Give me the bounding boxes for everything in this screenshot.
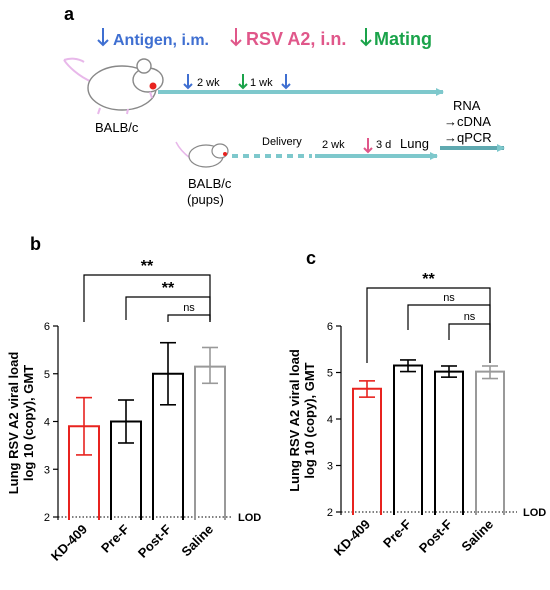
legend-antigen: Antigen, i.m. xyxy=(97,28,209,49)
legend-rsv-label: RSV A2, i.n. xyxy=(246,29,346,49)
x-tick-label: KD-409 xyxy=(48,522,90,564)
legend-mating: Mating xyxy=(360,28,432,49)
pups-strain-label: BALB/c xyxy=(188,176,232,191)
significance-label: ** xyxy=(422,271,435,288)
x-tick-label: Pre-F xyxy=(380,516,414,550)
significance-bracket xyxy=(448,323,491,340)
lod-label: LOD xyxy=(523,507,546,519)
mating-arrow-icon xyxy=(360,28,372,47)
x-tick-label: KD-409 xyxy=(331,517,373,559)
chart-panel-c: 2 3 4 5 6 Lung RSV A2 viral load log 10 (copy)… xyxy=(287,271,546,559)
y-tick-label: 4 xyxy=(44,417,50,429)
rsv-challenge-arrow-icon xyxy=(363,138,373,154)
significance-label: ** xyxy=(141,258,154,275)
y-tick-label: 3 xyxy=(327,461,333,473)
y-tick-label: 2 xyxy=(44,512,50,524)
x-tick-label: Pre-F xyxy=(98,521,132,555)
lod-label: LOD xyxy=(238,512,261,524)
y-tick-label: 6 xyxy=(44,321,50,333)
antigen-dose2-arrow-icon xyxy=(281,74,291,90)
legend-antigen-label: Antigen, i.m. xyxy=(113,32,209,49)
bar-kd-409 xyxy=(352,387,382,515)
x-tick-label: Post-F xyxy=(416,516,455,555)
pups-2wk-label: 2 wk xyxy=(322,139,345,151)
legend-rsv: RSV A2, i.n. xyxy=(230,28,346,49)
y-tick-label: 4 xyxy=(327,414,333,426)
y-tick-label: 6 xyxy=(327,321,333,333)
x-tick-label: Saline xyxy=(178,522,216,560)
antigen-arrow-icon xyxy=(97,28,109,47)
schematic: Antigen, i.m. RSV A2, i.n. Mating BALB/c… xyxy=(63,28,505,207)
bar-saline xyxy=(475,370,505,515)
significance-label: ** xyxy=(162,280,175,297)
significance-bracket xyxy=(125,296,211,320)
y-axis-label: Lung RSV A2 viral load xyxy=(287,349,302,492)
delivery-label: Delivery xyxy=(262,136,302,148)
readout-qpcr: →qPCR xyxy=(444,130,492,145)
interval-1wk-label: 1 wk xyxy=(250,77,273,89)
pups-3d-label: 3 d xyxy=(376,139,391,151)
bar-saline xyxy=(194,365,226,520)
significance-bracket xyxy=(407,304,491,330)
x-tick-label: Saline xyxy=(458,517,496,555)
significance-label: ns xyxy=(443,292,455,304)
panel-label-c: c xyxy=(306,248,316,268)
lung-label: Lung xyxy=(400,136,429,151)
bar-pre-f xyxy=(393,364,423,515)
antigen-dose1-arrow-icon xyxy=(183,74,193,90)
y-tick-label: 3 xyxy=(44,464,50,476)
significance-bracket xyxy=(167,314,211,322)
adult-mouse-icon xyxy=(63,57,164,115)
y-axis-label-units: log 10 (copy), GMT xyxy=(302,362,317,478)
adult-strain-label: BALB/c xyxy=(95,120,139,135)
y-tick-label: 2 xyxy=(327,507,333,519)
legend-mating-label: Mating xyxy=(374,29,432,49)
interval-2wk-label: 2 wk xyxy=(197,77,220,89)
significance-bracket xyxy=(366,287,491,363)
y-axis-label: Lung RSV A2 viral load xyxy=(6,352,21,495)
chart-panel-b: 2 3 4 5 6 Lung RSV A2 viral load log 10 (copy)… xyxy=(6,258,261,564)
readout-rna: RNA xyxy=(453,98,481,113)
y-tick-label: 5 xyxy=(327,368,333,380)
y-axis-label-units: log 10 (copy), GMT xyxy=(21,365,36,481)
y-tick-label: 5 xyxy=(44,369,50,381)
pups-note-label: (pups) xyxy=(187,192,224,207)
pup-mouse-icon xyxy=(175,141,229,168)
bar-post-f xyxy=(434,370,464,515)
significance-label: ns xyxy=(464,311,476,323)
panel-label-a: a xyxy=(64,4,75,24)
mating-marker-arrow-icon xyxy=(238,74,248,90)
panel-label-b: b xyxy=(30,234,41,254)
readout-cdna: →cDNA xyxy=(444,114,491,129)
x-tick-label: Post-F xyxy=(135,521,174,560)
significance-label: ns xyxy=(183,302,195,314)
rsv-arrow-icon xyxy=(230,28,242,47)
